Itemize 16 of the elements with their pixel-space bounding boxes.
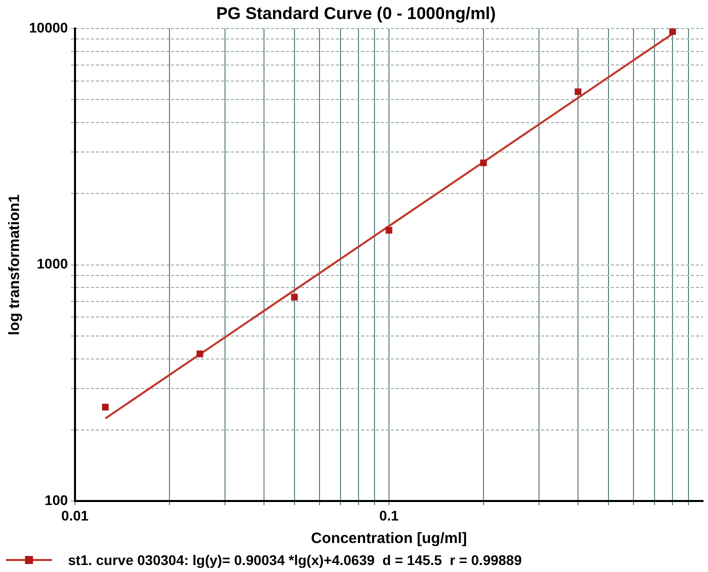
chart-title: PG Standard Curve (0 - 1000ng/ml) — [216, 4, 496, 23]
x-axis-title: Concentration [ug/ml] — [311, 530, 467, 548]
point — [291, 294, 298, 300]
y-tick-label: 1000 — [36, 256, 68, 272]
x-tick-label: 0.1 — [379, 507, 399, 524]
point — [574, 88, 582, 95]
y-tick-label: 10000 — [28, 19, 68, 36]
point — [102, 404, 109, 410]
point — [196, 350, 204, 358]
point — [386, 226, 392, 234]
y-axis-title: log transformation1 — [6, 194, 24, 336]
text: st1. curve 030304: lg(y)= 0.90034 *lg(x)+4.0639 d = 145.5 r = 0.99889 — [68, 552, 522, 568]
x-tick-label: 0.01 — [61, 507, 89, 524]
point — [480, 159, 487, 166]
y-tick-label: 100 — [44, 492, 68, 508]
point — [669, 28, 676, 35]
